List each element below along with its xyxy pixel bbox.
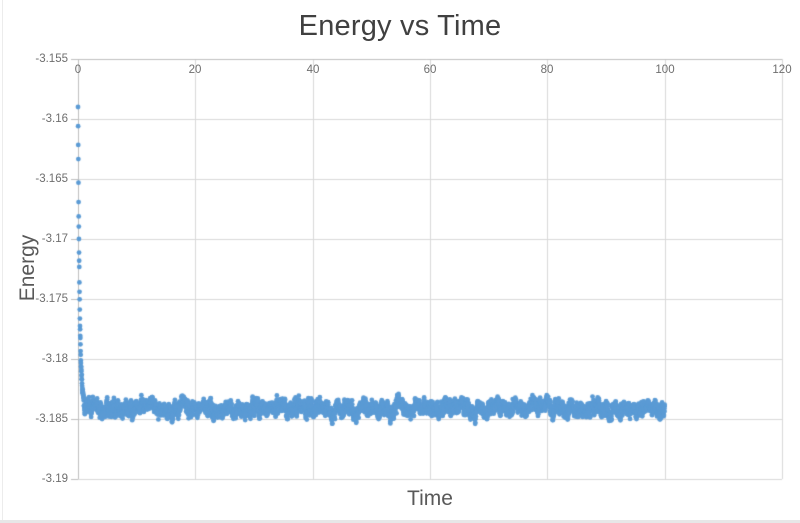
x-tick-label-120: 120: [772, 64, 792, 76]
y-tick-label-3175: -3.175: [35, 293, 68, 305]
y-axis-title: Energy: [16, 234, 39, 302]
y-tick-label-319: -3.19: [41, 473, 68, 485]
y-tick-label-316: -3.16: [41, 113, 68, 125]
x-tick-label-100: 100: [655, 64, 675, 76]
x-tick-label-80: 80: [540, 64, 554, 76]
y-tick-label-318: -3.18: [41, 353, 68, 365]
chart-left-border: [2, 0, 3, 523]
y-tick-label-3155: -3.155: [35, 53, 68, 65]
x-tick-label-20: 20: [188, 64, 202, 76]
x-tick-label-0: 0: [74, 64, 82, 76]
chart-bottom-border: [0, 520, 800, 523]
y-tick-label-317: -3.17: [41, 233, 68, 245]
chart-title: Energy vs Time: [298, 10, 502, 42]
x-tick-label-40: 40: [306, 64, 320, 76]
x-tick-label-60: 60: [423, 64, 437, 76]
y-tick-label-3185: -3.185: [35, 413, 68, 425]
y-tick-label-3165: -3.165: [35, 173, 68, 185]
x-axis-title: Time: [407, 487, 453, 510]
